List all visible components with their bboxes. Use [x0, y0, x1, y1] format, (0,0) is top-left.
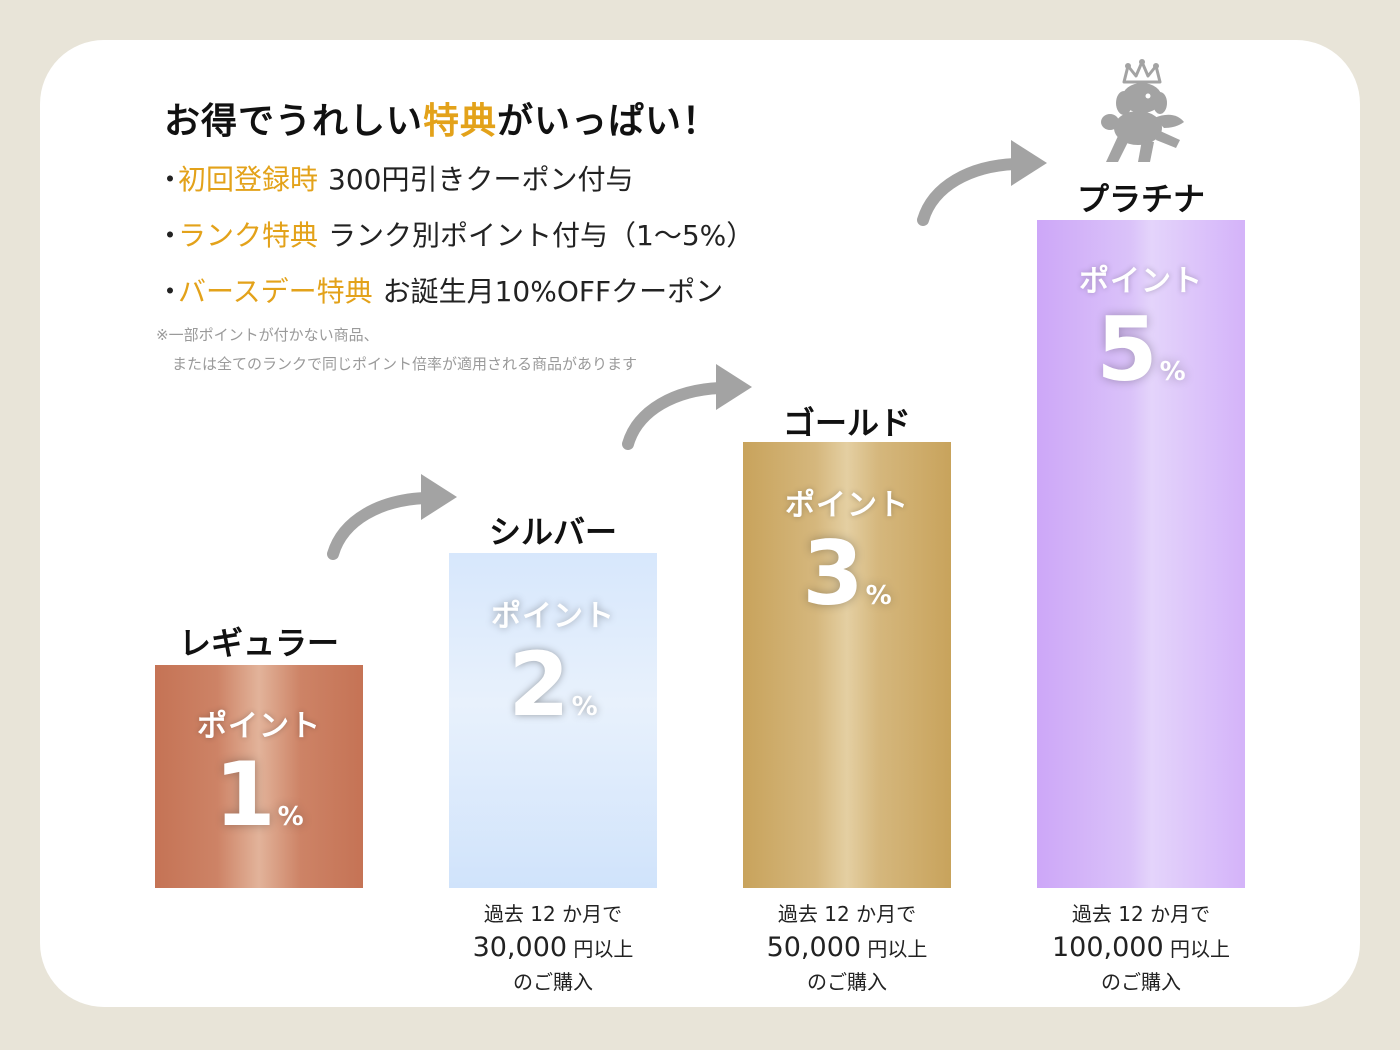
rate-unit: % [1159, 357, 1186, 387]
rate-unit: % [865, 581, 892, 611]
condition-period: 過去 12 か月で [777, 902, 917, 926]
benefit-accent: ランク特典 [178, 219, 319, 252]
headline-pre: お得でうれしい [164, 101, 424, 142]
rate-unit: % [277, 802, 304, 832]
bullet: ・ [156, 275, 185, 308]
condition-yen: 円以上 [861, 937, 928, 961]
note-line-2: または全てのランクで同じポイント倍率が適用される商品があります [172, 355, 638, 373]
rank-name-platinum: プラチナ [1076, 180, 1205, 218]
rank-name-gold: ゴールド [782, 404, 911, 442]
point-label: ポイント [785, 488, 909, 523]
benefit-item-rank: ・ランク特典 ランク別ポイント付与（1～5%） [156, 214, 754, 254]
rank-bar-platinum: ポイント 5% [1037, 220, 1245, 888]
crowned-dog-mascot-icon [1101, 59, 1184, 162]
bullet: ・ [156, 163, 185, 196]
rate-number: 1 [214, 743, 276, 846]
condition-purchase: のご購入 [1101, 970, 1181, 994]
rank-condition-silver: 過去 12 か月で 30,000 円以上 のご購入 [433, 898, 673, 998]
condition-yen: 円以上 [1163, 937, 1230, 961]
rank-bar-silver: ポイント 2% [449, 553, 657, 888]
condition-amount-line: 100,000 円以上 [1021, 930, 1261, 966]
condition-amount: 30,000 [472, 932, 568, 963]
benefit-text: 300円引きクーポン付与 [328, 163, 634, 196]
rate-number: 2 [508, 633, 570, 736]
rate-number: 5 [1096, 298, 1158, 401]
condition-period: 過去 12 か月で [483, 902, 623, 926]
rank-condition-platinum: 過去 12 か月で 100,000 円以上 のご購入 [1021, 898, 1261, 998]
rank-name-regular: レギュラー [178, 624, 339, 662]
rank-name-silver: シルバー [488, 513, 617, 551]
page-title: お得でうれしい特典がいっぱい！ [164, 92, 719, 144]
benefit-item-birthday: ・バースデー特典 お誕生月10%OFFクーポン [156, 270, 723, 310]
condition-purchase: のご購入 [807, 970, 887, 994]
curved-arrow-icon [622, 364, 752, 450]
condition-yen: 円以上 [567, 937, 634, 961]
curved-arrow-icon [917, 140, 1047, 226]
condition-amount-line: 30,000 円以上 [433, 930, 673, 966]
rate-number: 3 [802, 522, 864, 625]
point-label: ポイント [1079, 264, 1203, 299]
point-rate: 1% [155, 751, 363, 839]
headline-highlight: 特典 [423, 101, 498, 142]
benefit-accent: 初回登録時 [178, 163, 319, 196]
benefit-item-first-registration: ・初回登録時 300円引きクーポン付与 [156, 158, 633, 198]
rate-unit: % [571, 692, 598, 722]
note-line-1: ※一部ポイントが付かない商品、 [156, 326, 379, 344]
rank-condition-gold: 過去 12 か月で 50,000 円以上 のご購入 [727, 898, 967, 998]
condition-purchase: のご購入 [513, 970, 593, 994]
bullet: ・ [156, 219, 185, 252]
condition-amount: 50,000 [766, 932, 862, 963]
rank-bar-regular: ポイント 1% [155, 665, 363, 888]
point-rate: 2% [449, 641, 657, 729]
point-rate: 5% [1037, 306, 1245, 394]
benefit-text: お誕生月10%OFFクーポン [382, 275, 724, 308]
benefit-accent: バースデー特典 [178, 275, 373, 308]
curved-arrow-icon [327, 474, 457, 560]
rank-bar-gold: ポイント 3% [743, 442, 951, 888]
benefit-text: ランク別ポイント付与（1～5%） [328, 219, 755, 252]
point-label: ポイント [491, 599, 615, 634]
point-rate: 3% [743, 530, 951, 618]
condition-amount: 100,000 [1051, 932, 1164, 963]
condition-amount-line: 50,000 円以上 [727, 930, 967, 966]
point-label: ポイント [197, 709, 321, 744]
headline-post: がいっぱい！ [497, 101, 720, 142]
condition-period: 過去 12 か月で [1071, 902, 1211, 926]
